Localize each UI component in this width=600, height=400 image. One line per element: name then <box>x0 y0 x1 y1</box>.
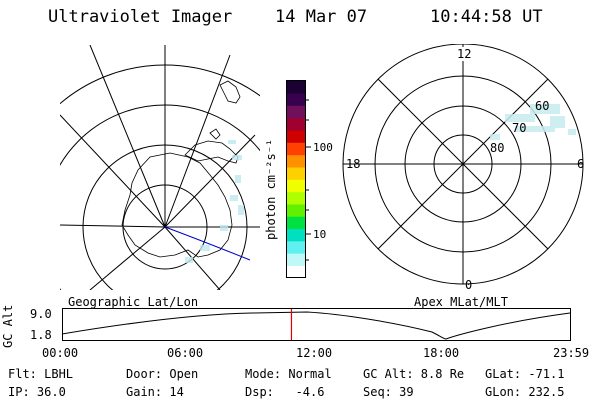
colorbar-band <box>287 265 305 279</box>
meridian-line <box>60 114 166 228</box>
mlt-label-18: 18 <box>346 157 360 171</box>
meridian-line <box>89 226 166 290</box>
apex-polar-plot: 12 18 6 0 60 70 80 <box>342 44 584 292</box>
gain-info: Gain: 14 <box>126 385 184 399</box>
geographic-label: Geographic Lat/Lon <box>68 295 199 309</box>
timeline-x-tick: 18:00 <box>423 346 460 360</box>
dsp-info: Dsp: -4.6 <box>245 385 325 399</box>
colorbar <box>286 80 306 279</box>
door-info: Door: Open <box>126 367 199 381</box>
mlat-label-60: 60 <box>535 99 549 113</box>
aurora-emission <box>185 140 244 263</box>
colorbar-band <box>287 204 305 217</box>
colorbar-band <box>287 191 305 205</box>
mlt-label-6: 6 <box>577 157 584 171</box>
glon-info: GLon: 232.5 <box>485 385 565 399</box>
colorbar-band <box>287 216 305 230</box>
meridian-line <box>164 54 231 228</box>
colorbar-band <box>287 142 305 156</box>
colorbar-band <box>287 241 305 254</box>
aurora-emission <box>490 104 576 140</box>
colorbar-tick-100: 100 <box>313 141 333 154</box>
altitude-curve <box>62 311 571 340</box>
meridian-line <box>89 45 166 228</box>
timeline-x-tick: 06:00 <box>167 346 204 360</box>
timeline-plot <box>62 308 571 341</box>
app-title: Ultraviolet Imager <box>48 7 233 27</box>
mlt-label-12: 12 <box>457 47 471 61</box>
seq-info: Seq: 39 <box>363 385 414 399</box>
glat-info: GLat: -71.1 <box>485 367 565 381</box>
timeline-axis-label: GC Alt <box>1 304 15 348</box>
colorbar-band <box>287 179 305 193</box>
timeline-y-tick-1: 1.8 <box>30 328 52 342</box>
colorbar-gradient <box>286 80 306 279</box>
coastline <box>209 128 221 140</box>
mode-info: Mode: Normal <box>245 367 332 381</box>
flt-info: Flt: LBHL <box>8 367 74 381</box>
meridian-line <box>60 224 166 228</box>
meridian-line <box>164 134 256 228</box>
colorbar-band <box>287 154 305 168</box>
colorbar-band <box>287 167 305 180</box>
colorbar-axis: 100 10 <box>306 99 333 261</box>
timeline-x-tick: 23:59 <box>553 346 590 360</box>
coastline <box>121 152 233 258</box>
colorbar-band <box>287 93 305 106</box>
coastline <box>219 80 241 104</box>
timeline-frame <box>62 308 571 341</box>
colorbar-label: photon cm⁻²s⁻¹ <box>264 138 278 240</box>
time-label: 10:44:58 UT <box>430 7 543 27</box>
apex-label: Apex MLat/MLT <box>414 295 508 309</box>
geographic-map <box>60 45 260 290</box>
timeline-y-tick-9: 9.0 <box>30 307 52 321</box>
timeline-x-tick: 00:00 <box>42 346 79 360</box>
ground-track <box>164 226 251 261</box>
mlt-label-0: 0 <box>465 278 472 292</box>
colorbar-band <box>287 117 305 131</box>
colorbar-band <box>287 130 305 143</box>
colorbar-band <box>287 81 305 94</box>
colorbar-band <box>287 228 305 242</box>
colorbar-tick-10: 10 <box>313 228 326 241</box>
colorbar-band <box>287 253 305 266</box>
gc-alt-info: GC Alt: 8.8 Re <box>363 367 465 381</box>
mlt-line <box>377 78 549 250</box>
date-label: 14 Mar 07 <box>275 7 368 27</box>
mlat-label-70: 70 <box>512 121 526 135</box>
ip-info: IP: 36.0 <box>8 385 66 399</box>
timeline-x-tick: 12:00 <box>296 346 333 360</box>
mlat-label-80: 80 <box>490 141 504 155</box>
colorbar-band <box>287 105 305 119</box>
